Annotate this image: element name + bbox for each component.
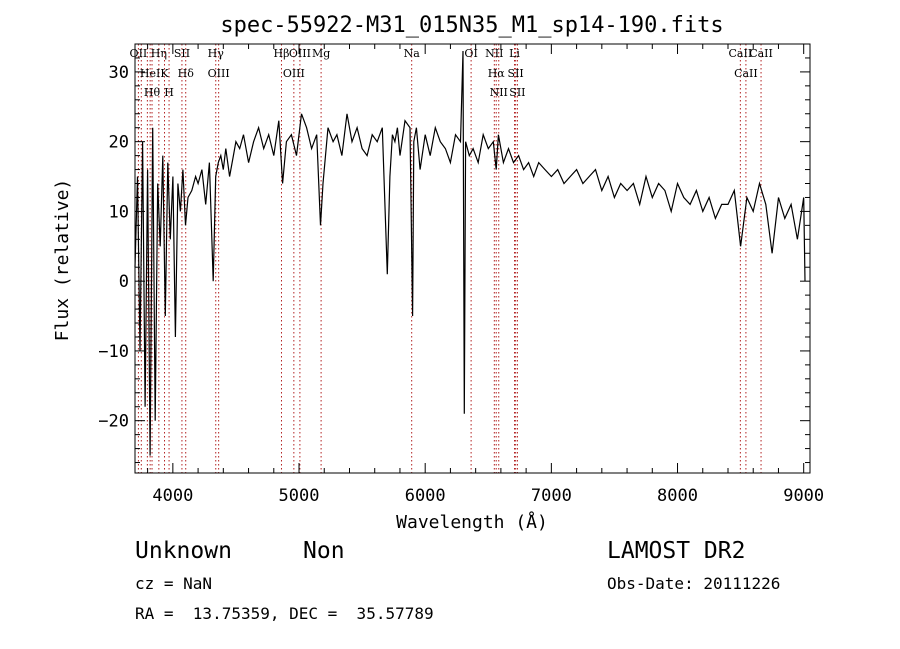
x-axis-ticks: 4000 5000 6000 7000 8000 9000 (147, 44, 824, 506)
y-tick-label: 20 (109, 133, 129, 153)
plot-frame (134, 43, 811, 474)
y-tick-label: −10 (98, 342, 129, 362)
y-axis-label: Flux (relative) (52, 179, 73, 342)
line-marker-label: Hθ (144, 86, 161, 99)
line-marker-label: K (160, 67, 169, 80)
chart-title: spec-55922-M31_015N35_M1_sp14-190.fits (220, 13, 723, 38)
redshift-cz: cz = NaN (135, 574, 213, 593)
line-marker-label: Hβ (274, 47, 290, 60)
y-tick-label: 0 (119, 272, 129, 292)
line-marker-label: SII (509, 86, 525, 99)
line-marker-label: H (164, 86, 174, 99)
line-marker-label: NII (490, 86, 508, 99)
line-marker-label: SII (174, 47, 190, 60)
x-tick-label: 6000 (405, 486, 446, 506)
line-marker-label: OIII (208, 67, 230, 80)
x-tick-label: 7000 (531, 486, 572, 506)
x-axis-label: Wavelength (Å) (396, 511, 548, 533)
line-marker-label: CaII (729, 47, 753, 60)
x-tick-label: 5000 (279, 486, 320, 506)
line-marker-label: CaII (734, 67, 758, 80)
object-class: Unknown (135, 538, 232, 564)
line-marker-label: Mg (312, 47, 330, 60)
x-tick-label: 8000 (657, 486, 698, 506)
line-marker-label: OIII (283, 67, 305, 80)
line-marker-label: OII (130, 47, 148, 60)
line-marker-label: Na (404, 47, 421, 60)
line-marker-label: CaII (749, 47, 773, 60)
y-tick-label: −20 (98, 412, 129, 432)
line-marker-label: Li (509, 47, 520, 60)
ra-dec: RA = 13.75359, DEC = 35.57789 (135, 604, 434, 623)
line-marker-label: HeI (140, 67, 160, 80)
line-marker-label: Hη (151, 47, 167, 60)
x-tick-label: 9000 (783, 486, 824, 506)
line-marker-label: OIII (289, 47, 311, 60)
line-marker-label: OI (464, 47, 477, 60)
x-tick-label: 4000 (152, 486, 193, 506)
survey-name: LAMOST DR2 (607, 538, 746, 564)
line-marker-label: Hα (488, 67, 506, 80)
spectrum-line (134, 50, 806, 456)
line-markers (137, 44, 762, 473)
object-subclass: Non (303, 538, 345, 564)
y-tick-label: 10 (109, 202, 129, 222)
y-tick-label: 30 (109, 63, 129, 83)
line-marker-label: Hγ (208, 47, 225, 60)
line-marker-label: NII (485, 47, 503, 60)
line-marker-label: SII (508, 67, 524, 80)
y-axis-ticks: −20 −10 0 10 20 30 (98, 43, 810, 464)
line-marker-label: Hδ (178, 67, 195, 80)
obs-date: Obs-Date: 20111226 (607, 574, 781, 593)
